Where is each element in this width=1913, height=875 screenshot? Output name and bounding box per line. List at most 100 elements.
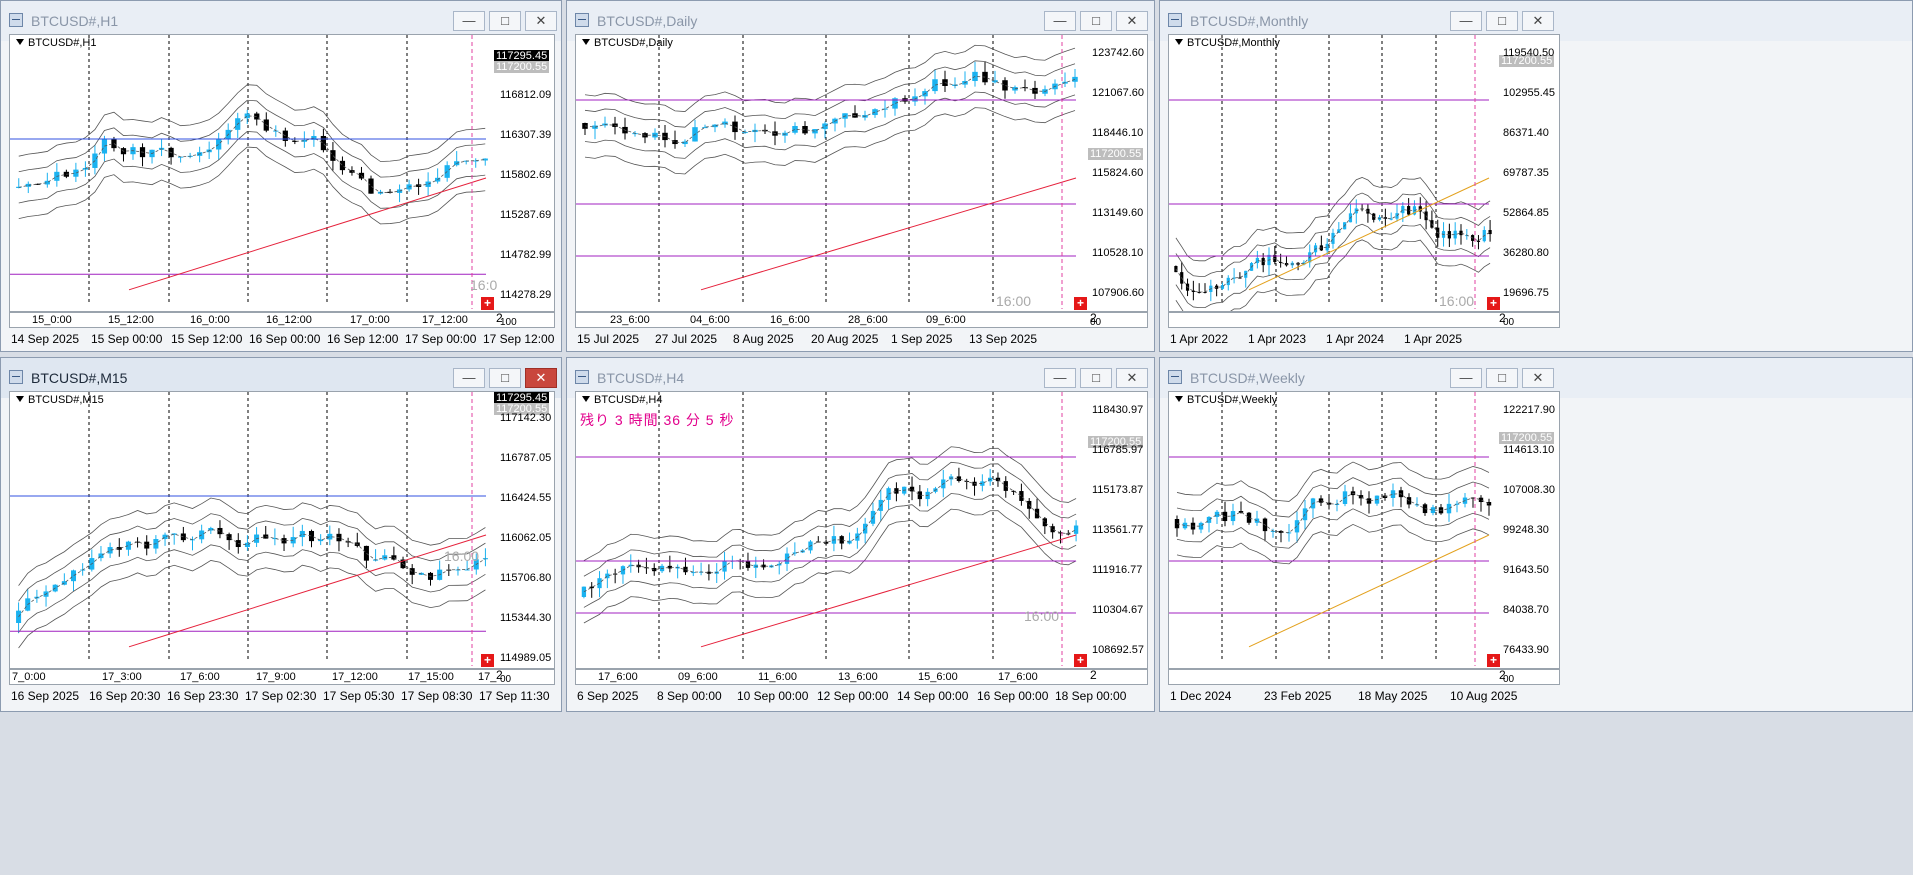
window-title: BTCUSD#,Weekly [1190,370,1305,386]
candle-body [1019,491,1024,501]
candle-body [1238,511,1244,513]
minimize-icon: — [1459,13,1473,28]
maximize-button[interactable]: □ [1486,11,1518,31]
chart-canvas[interactable]: BTCUSD#,H1 + 117295.45 117200.55 116812.… [9,34,555,312]
bollinger-band [584,60,1076,128]
candle-body [882,108,888,110]
minimize-button[interactable]: — [453,11,485,31]
maximize-button[interactable]: □ [1080,11,1112,31]
candle-body [1072,76,1078,82]
time-tick: 17_6:00 [598,671,638,683]
price-level: 121067.60 [1092,87,1144,99]
close-button[interactable]: ✕ [525,368,557,388]
price-level: 122217.90 [1503,404,1555,416]
date-label: 17 Sep 12:00 [483,332,555,346]
time-tick: 15_6:00 [918,671,958,683]
price-level: 117142.30 [500,412,552,424]
price-level: 123742.60 [1092,47,1144,59]
chart-window-icon [1168,370,1182,384]
maximize-button[interactable]: □ [489,368,521,388]
bollinger-band [583,446,1077,561]
candle-body [1401,206,1405,214]
plus-icon[interactable]: + [481,654,494,667]
plus-icon[interactable]: + [1074,654,1087,667]
close-button[interactable]: ✕ [1522,11,1554,31]
chart-window-h1[interactable]: BTCUSD#,H1 — □ ✕ BTCUSD#,H1 + 117295.45 … [0,0,562,352]
candle-body [863,523,868,534]
bollinger-band [584,76,1076,144]
close-button[interactable]: ✕ [1116,11,1148,31]
price-level: 115802.69 [500,169,552,181]
chart-canvas[interactable]: BTCUSD#,Weekly + 117200.55 122217.90 114… [1168,391,1560,669]
candle-body [1191,290,1195,292]
price-level: 102955.45 [1503,87,1555,99]
price-level: 115173.87 [1092,484,1144,496]
price-level: 107008.30 [1503,484,1555,496]
maximize-button[interactable]: □ [489,11,521,31]
minimize-button[interactable]: — [1044,368,1076,388]
candle-body [318,539,324,542]
candle-body [1220,285,1225,289]
bollinger-band [18,115,486,194]
candle-body [308,530,315,542]
plus-icon[interactable]: + [1487,654,1500,667]
price-level: 114782.99 [500,249,552,261]
bid-price-tag: 117200.55 [1088,436,1144,448]
minimize-button[interactable]: — [1450,11,1482,31]
plus-icon[interactable]: + [1074,297,1087,310]
candle-body [273,130,279,132]
close-icon: ✕ [1532,370,1544,385]
chart-window-icon [9,13,23,27]
date-label: 27 Jul 2025 [655,332,718,346]
candle-body [822,123,828,130]
bollinger-band [18,544,486,633]
scale-label: 2 [496,669,503,682]
candle-body [823,541,829,544]
close-button[interactable]: ✕ [1116,368,1148,388]
candle-body [1174,266,1178,273]
bollinger-band [18,84,486,162]
chart-window-h4[interactable]: BTCUSD#,H4 — □ ✕ BTCUSD#,H4 残り 3 時間 36 分… [566,357,1155,712]
chart-window-weekly[interactable]: BTCUSD#,Weekly — □ ✕ BTCUSD#,Weekly + 11… [1159,357,1913,712]
candle-body [652,567,657,572]
chart-canvas[interactable]: BTCUSD#,H4 残り 3 時間 36 分 5 秒 + 117200.55 … [575,391,1148,669]
close-button[interactable]: ✕ [1522,368,1554,388]
session-label: 16:00 [1439,293,1475,309]
chart-canvas[interactable]: BTCUSD#,Monthly + 117200.55 119540.50 10… [1168,34,1560,312]
price-level: 69787.35 [1503,167,1549,179]
maximize-button[interactable]: □ [1080,368,1112,388]
scale-label: 2 [1499,669,1506,682]
time-tick: 16_12:00 [266,314,312,326]
plus-icon[interactable]: + [1487,297,1500,310]
candle-body [281,538,287,544]
candle-body [330,150,336,161]
candle-body [61,581,67,585]
minimize-button[interactable]: — [453,368,485,388]
close-button[interactable]: ✕ [525,11,557,31]
bollinger-band [1175,223,1491,309]
price-level: 116307.39 [500,129,552,141]
session-label: 16:00 [1024,608,1060,624]
candle-body [25,183,31,187]
time-axis: 2 00 [1168,312,1560,328]
maximize-button[interactable]: □ [1486,368,1518,388]
price-level: 118430.97 [1092,404,1144,416]
chart-window-daily[interactable]: BTCUSD#,Daily — □ ✕ BTCUSD#,Daily + 1172… [566,0,1155,352]
bollinger-band [1176,477,1490,518]
chart-window-monthly[interactable]: BTCUSD#,Monthly — □ ✕ BTCUSD#,Monthly + … [1159,0,1913,352]
date-label: 15 Sep 12:00 [171,332,243,346]
time-tick: 15_12:00 [108,314,154,326]
chart-canvas[interactable]: BTCUSD#,Daily + 117200.55 123742.60 1210… [575,34,1148,312]
minimize-button[interactable]: — [1450,368,1482,388]
candle-body [932,79,938,92]
chart-window-m15[interactable]: BTCUSD#,M15 — □ ✕ BTCUSD#,M15 + 117295.4… [0,357,562,712]
plus-icon[interactable]: + [481,297,494,310]
time-axis: 23_6:00 04_6:00 16_6:00 28_6:00 09_6:00 … [575,312,1148,328]
scale-sub: 00 [1503,674,1515,685]
candle-body [702,127,708,129]
date-label: 17 Sep 11:30 [479,689,550,703]
candle-body [1215,285,1219,289]
candle-body [1011,490,1016,492]
minimize-button[interactable]: — [1044,11,1076,31]
chart-canvas[interactable]: BTCUSD#,M15 + 117295.45 117200.55 117142… [9,391,555,669]
